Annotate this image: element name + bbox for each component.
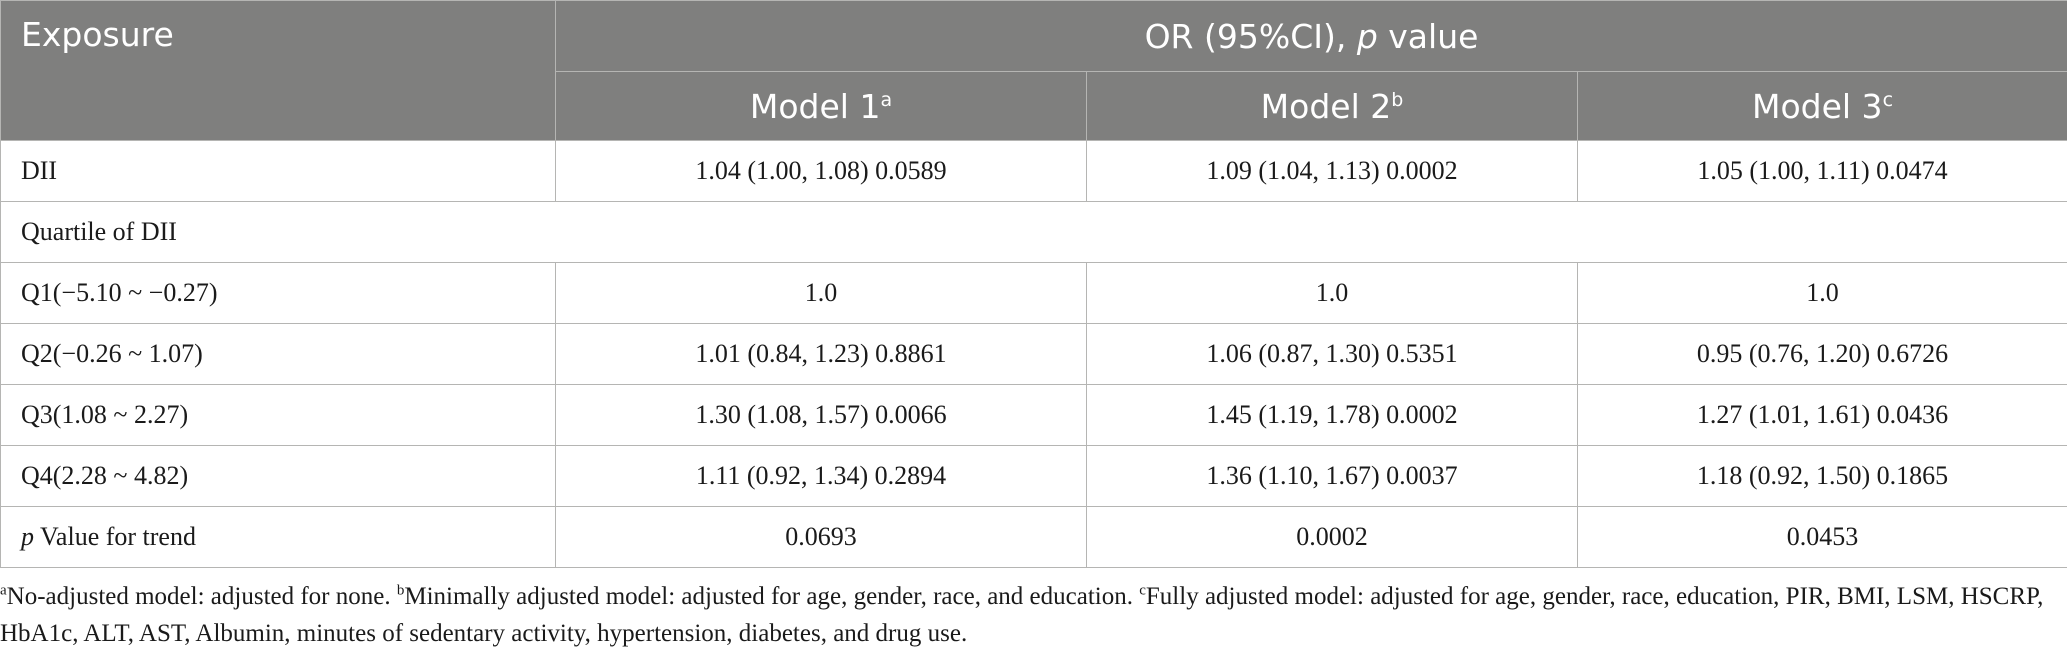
table-row-q1: Q1(−5.10 ~ −0.27) 1.0 1.0 1.0 [0, 262, 2067, 324]
cell-model-3: 1.05 (1.00, 1.11) 0.0474 [1576, 140, 2067, 202]
table-row-dii: DII 1.04 (1.00, 1.08) 0.0589 1.09 (1.04,… [0, 140, 2067, 202]
footnote-marker-c: c [1139, 582, 1146, 599]
table-footnote: aNo-adjusted model: adjusted for none. b… [0, 578, 2060, 652]
cell-model-1: 1.30 (1.08, 1.57) 0.0066 [555, 384, 1087, 446]
row-label: Q1(−5.10 ~ −0.27) [0, 262, 556, 324]
row-label: Q4(2.28 ~ 4.82) [0, 445, 556, 507]
footnote-marker-b: b [396, 582, 405, 599]
cell-model-2: 1.45 (1.19, 1.78) 0.0002 [1086, 384, 1578, 446]
cell-model-2: 0.0002 [1086, 506, 1578, 568]
cell-model-2: 1.06 (0.87, 1.30) 0.5351 [1086, 323, 1578, 385]
cell-model-2: 1.36 (1.10, 1.67) 0.0037 [1086, 445, 1578, 507]
cell-model-2: 1.09 (1.04, 1.13) 0.0002 [1086, 140, 1578, 202]
row-label: DII [0, 140, 556, 202]
cell-model-1: 1.11 (0.92, 1.34) 0.2894 [555, 445, 1087, 507]
odds-ratio-table: Exposure OR (95%CI), p value Model 1a Mo… [0, 0, 2067, 568]
cell-model-3: 1.0 [1576, 262, 2067, 324]
footnote-c-text: Fully adjusted model: adjusted for age, … [0, 583, 2044, 647]
model-3-header: Model 3c [1576, 71, 2067, 141]
table-row-q4: Q4(2.28 ~ 4.82) 1.11 (0.92, 1.34) 0.2894… [0, 445, 2067, 507]
row-label: Quartile of DII [0, 201, 2067, 263]
cell-model-3: 0.0453 [1576, 506, 2067, 568]
exposure-header: Exposure [0, 0, 556, 141]
table-row-q3: Q3(1.08 ~ 2.27) 1.30 (1.08, 1.57) 0.0066… [0, 384, 2067, 446]
cell-model-2: 1.0 [1086, 262, 1578, 324]
footnote-a-text: No-adjusted model: adjusted for none. [6, 583, 397, 610]
header-row-group: Exposure OR (95%CI), p value [0, 0, 2067, 141]
cell-model-3: 0.95 (0.76, 1.20) 0.6726 [1576, 323, 2067, 385]
footnote-marker-a: a [0, 582, 7, 599]
model-2-header: Model 2b [1086, 71, 1578, 141]
or-ci-group-header: OR (95%CI), p value [554, 0, 2067, 72]
row-label: Q3(1.08 ~ 2.27) [0, 384, 556, 446]
row-label: Q2(−0.26 ~ 1.07) [0, 323, 556, 385]
model-1-header: Model 1a [555, 71, 1087, 141]
table-row-trend: p Value for trend 0.0693 0.0002 0.0453 [0, 506, 2067, 568]
cell-model-1: 1.01 (0.84, 1.23) 0.8861 [555, 323, 1087, 385]
table-row-q2: Q2(−0.26 ~ 1.07) 1.01 (0.84, 1.23) 0.886… [0, 323, 2067, 385]
footnote-b-text: Minimally adjusted model: adjusted for a… [404, 583, 1140, 610]
table-row-quartile-header: Quartile of DII [0, 201, 2067, 263]
cell-model-3: 1.27 (1.01, 1.61) 0.0436 [1576, 384, 2067, 446]
row-label: p Value for trend [0, 506, 556, 568]
cell-model-1: 1.0 [555, 262, 1087, 324]
cell-model-1: 0.0693 [555, 506, 1087, 568]
results-table-container: Exposure OR (95%CI), p value Model 1a Mo… [0, 0, 2067, 568]
cell-model-1: 1.04 (1.00, 1.08) 0.0589 [555, 140, 1087, 202]
cell-model-3: 1.18 (0.92, 1.50) 0.1865 [1576, 445, 2067, 507]
header-row-models: Model 1a Model 2b Model 3c [1, 71, 2067, 141]
